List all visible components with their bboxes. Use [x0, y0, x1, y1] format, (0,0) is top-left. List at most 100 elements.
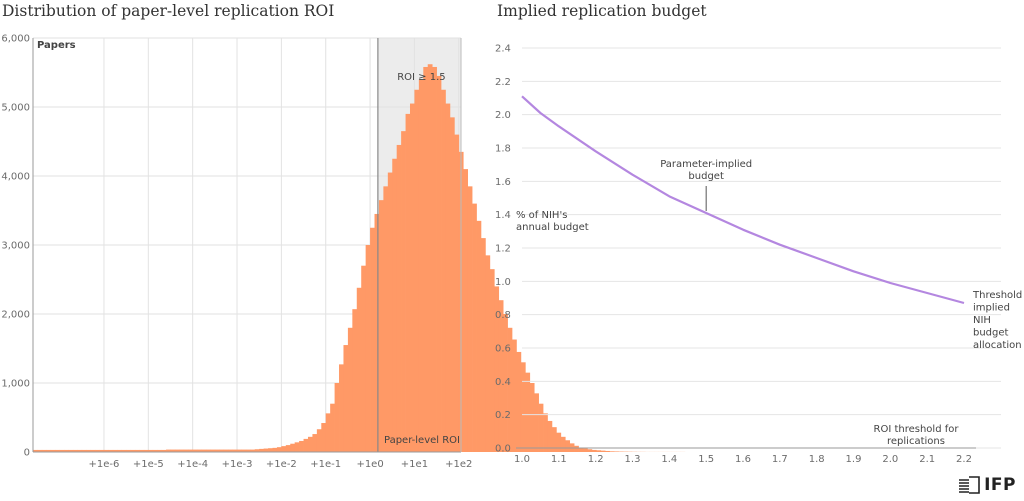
histogram-bar: [378, 200, 384, 452]
histogram-bar: [374, 213, 380, 452]
histogram-bar: [418, 79, 424, 453]
shaded-region-label: ROI ≥ 1.5: [397, 72, 445, 83]
histogram-bar: [614, 451, 619, 452]
histogram-bar: [356, 287, 362, 452]
histogram-bar: [525, 372, 531, 452]
y-tick-label: 2,000: [1, 310, 30, 321]
histogram-bar: [130, 449, 136, 452]
y-tick-label: 6,000: [1, 34, 30, 45]
histogram-bar: [148, 449, 154, 452]
x-tick-label: 1.4: [661, 454, 677, 465]
x-tick-label: +1e1: [401, 459, 428, 470]
series-end-label: Threshold: [972, 290, 1022, 301]
histogram-bar: [480, 238, 486, 452]
series-end-label: allocation: [973, 340, 1022, 351]
histogram-bar: [205, 449, 211, 452]
x-tick-label: 1.9: [846, 454, 862, 465]
series-end-label: budget: [973, 328, 1009, 339]
histogram-bar: [449, 117, 455, 452]
histogram-bar: [516, 351, 522, 452]
y-tick-label: 1.8: [495, 144, 511, 155]
histogram-bar: [41, 449, 47, 452]
histogram-bar: [414, 89, 420, 452]
y-tick-label: 1.2: [495, 244, 511, 255]
histogram-bar: [316, 429, 322, 452]
histogram-bar: [361, 265, 366, 452]
x-tick-label: 1.5: [698, 454, 714, 465]
x-tick-label: 1.1: [551, 454, 567, 465]
histogram-bar: [285, 445, 291, 452]
histogram-bar: [383, 186, 389, 452]
histogram-bar: [121, 449, 127, 452]
histogram-bar: [321, 423, 327, 452]
histogram-bar: [201, 449, 207, 452]
histogram-bar: [512, 339, 517, 452]
histogram-bar: [161, 449, 167, 452]
histogram-bar: [463, 169, 469, 452]
histogram-bar: [64, 449, 69, 452]
histogram-bar: [99, 449, 105, 452]
y-tick-label: 3,000: [1, 241, 30, 252]
annotation-parameter-implied-label: budget: [688, 171, 724, 182]
y-tick-label: 0.6: [495, 344, 511, 355]
histogram-bar: [472, 203, 477, 452]
x-tick-label: 1.2: [588, 454, 604, 465]
histogram-bar: [210, 449, 216, 452]
histogram-bar: [396, 144, 402, 452]
histogram-bar: [547, 420, 553, 452]
x-tick-label: +1e-5: [133, 459, 164, 470]
histogram-bar: [365, 245, 371, 452]
histogram-bar: [574, 445, 579, 452]
histogram-bar: [37, 449, 43, 452]
histogram-bar: [112, 449, 118, 452]
histogram-bar: [197, 449, 202, 452]
histogram-bar: [290, 443, 296, 452]
y-axis-label: Papers: [37, 40, 76, 51]
histogram-bar: [543, 413, 548, 452]
histogram-bar: [50, 449, 56, 452]
x-tick-label: +1e-3: [222, 459, 253, 470]
histogram-bar: [103, 449, 109, 452]
histogram-bar: [143, 449, 149, 452]
histogram-bar: [560, 436, 566, 452]
histogram-bar: [591, 449, 597, 452]
histogram-bar: [303, 438, 309, 452]
series-end-label: implied: [973, 303, 1010, 314]
histogram-bar: [77, 449, 83, 452]
y-tick-label: 0: [24, 448, 30, 459]
x-tick-label: 1.6: [735, 454, 751, 465]
histogram-title: Distribution of paper-level replication …: [2, 2, 335, 20]
y-tick-label: 5,000: [1, 103, 30, 114]
histogram-bar: [343, 345, 349, 452]
y-tick-label: 4,000: [1, 172, 30, 183]
x-tick-label: +1e2: [445, 459, 472, 470]
y-tick-label: 1,000: [1, 379, 30, 390]
ifp-logo: IFP: [958, 475, 1016, 495]
histogram-bar: [95, 449, 100, 452]
histogram-bar: [494, 286, 500, 452]
annotation-parameter-implied-label: Parameter-implied: [660, 159, 752, 170]
histogram-bar: [409, 103, 415, 453]
histogram-bar: [538, 403, 544, 452]
histogram-bar: [183, 449, 189, 452]
histogram-bar: [126, 449, 131, 452]
histogram-bar: [392, 158, 398, 452]
ifp-logo-text: IFP: [984, 475, 1016, 495]
series-end-label: NIH: [973, 315, 991, 326]
histogram-bar: [605, 450, 610, 452]
histogram-bar: [276, 447, 282, 452]
y-axis-label: % of NIH's annual budget: [516, 210, 589, 233]
histogram-bar: [117, 449, 123, 452]
histogram-bar: [263, 448, 269, 452]
histogram-bar: [307, 436, 313, 452]
y-tick-label: 0.8: [495, 310, 511, 321]
x-tick-label: 2.2: [956, 454, 972, 465]
histogram-bar: [582, 448, 588, 452]
y-tick-label: 2.4: [495, 44, 511, 55]
histogram-bar: [551, 427, 557, 452]
histogram-bar: [339, 364, 344, 452]
histogram-bar: [90, 449, 96, 452]
x-tick-label: 2.1: [919, 454, 935, 465]
y-tick-label: 1.4: [495, 210, 511, 221]
histogram-bar: [347, 327, 353, 452]
